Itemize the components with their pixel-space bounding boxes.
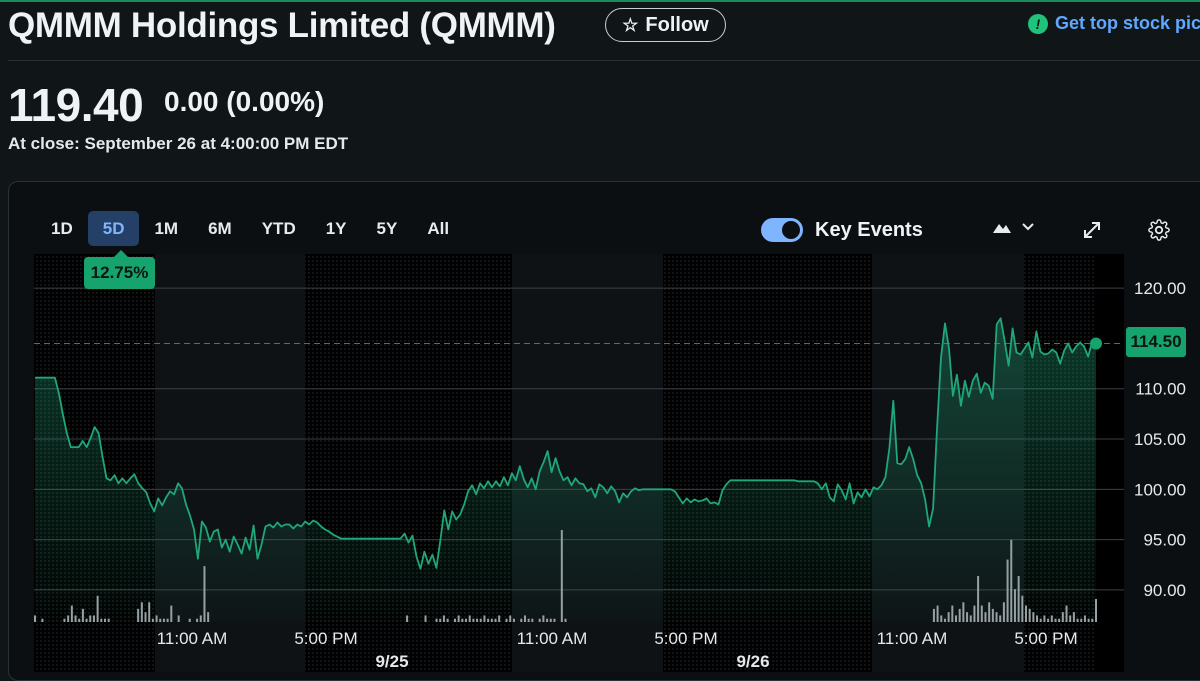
exclamation-icon: !: [1028, 13, 1048, 34]
range-tab-all[interactable]: All: [427, 218, 450, 238]
header-divider: [8, 60, 1200, 61]
top-accent-line: [0, 0, 1200, 2]
y-tick-label: 105.00: [1134, 430, 1186, 449]
x-tick-label: 11:00 AM: [517, 629, 588, 648]
date-label: 9/25: [375, 652, 408, 671]
price-line: [35, 317, 1097, 570]
range-tab-5d[interactable]: 5D: [87, 211, 140, 246]
price-change: 0.00 (0.00%): [164, 86, 324, 118]
last-price-dot: [1090, 337, 1102, 350]
toggle-knob: [782, 221, 800, 239]
gear-icon[interactable]: [1148, 219, 1170, 241]
change-value: 0.00: [164, 86, 219, 117]
follow-label: Follow: [645, 13, 709, 36]
range-tab-ytd[interactable]: YTD: [261, 218, 296, 238]
x-tick-label: 5:00 PM: [654, 629, 717, 648]
price-area: [35, 318, 1096, 622]
range-tab-5y[interactable]: 5Y: [376, 218, 398, 238]
promo-text: Get top stock pic: [1055, 13, 1200, 33]
range-tab-1d[interactable]: 1D: [51, 218, 73, 238]
y-tick-label: 100.00: [1134, 480, 1186, 499]
chevron-down-icon: [1022, 223, 1034, 231]
range-tab-1y[interactable]: 1Y: [325, 218, 347, 238]
star-icon: ☆: [622, 14, 639, 35]
follow-button[interactable]: ☆ Follow: [605, 8, 726, 42]
range-tab-1m[interactable]: 1M: [154, 218, 179, 238]
y-tick-label: 95.00: [1143, 531, 1186, 550]
promo-link[interactable]: ! Get top stock pic: [1028, 13, 1200, 34]
key-events-toggle[interactable]: [761, 218, 803, 242]
range-change-badge: 12.75%: [84, 250, 155, 289]
expand-icon[interactable]: [1082, 220, 1102, 240]
chart-type-dropdown[interactable]: [992, 220, 1034, 234]
y-tick-label: 120.00: [1134, 279, 1186, 298]
range-selector: 1D 5D 1M 6M YTD 1Y 5Y All: [36, 211, 464, 246]
y-tick-label: 90.00: [1143, 581, 1186, 600]
y-tick-label: 110.00: [1135, 380, 1186, 399]
current-price-tag: 114.50: [1126, 327, 1186, 357]
x-tick-label: 11:00 AM: [157, 629, 228, 648]
x-tick-label: 5:00 PM: [1014, 629, 1077, 648]
key-events-label: Key Events: [815, 219, 923, 241]
mountain-chart-icon: [993, 224, 1011, 233]
page-title: QMMM Holdings Limited (QMMM): [8, 6, 556, 45]
close-timestamp: At close: September 26 at 4:00:00 PM EDT: [8, 134, 349, 153]
last-price: 119.40: [8, 79, 144, 131]
change-percent: (0.00%): [226, 86, 325, 117]
x-tick-label: 11:00 AM: [877, 629, 948, 648]
date-label: 9/26: [736, 652, 769, 671]
x-tick-label: 5:00 PM: [294, 629, 357, 648]
range-tab-6m[interactable]: 6M: [208, 218, 232, 238]
